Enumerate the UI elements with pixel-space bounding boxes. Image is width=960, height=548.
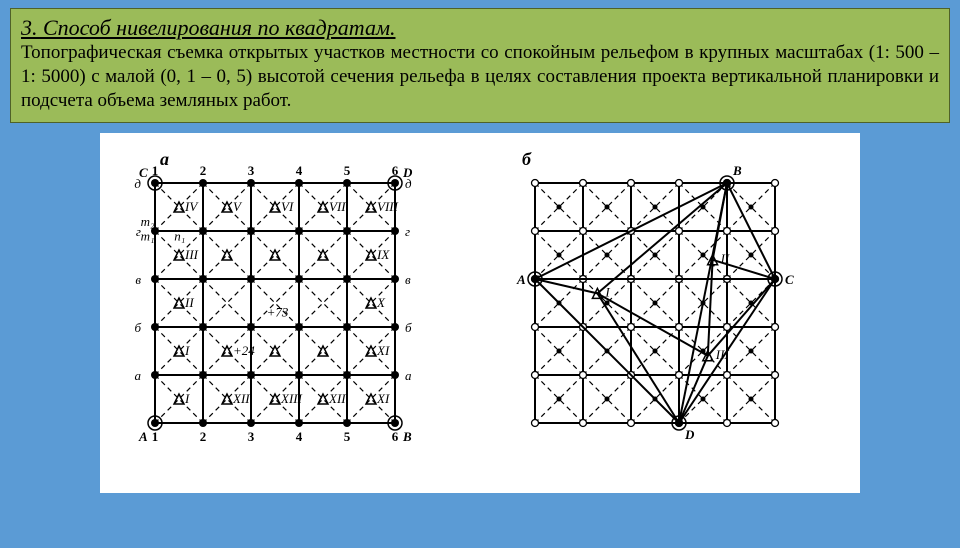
svg-text:в: в xyxy=(135,272,141,287)
svg-text:II: II xyxy=(184,295,194,310)
svg-text:6: 6 xyxy=(392,429,399,444)
svg-text:XII: XII xyxy=(328,391,346,406)
svg-text:в: в xyxy=(405,272,411,287)
svg-text:III: III xyxy=(184,247,199,262)
svg-text:4: 4 xyxy=(296,429,303,444)
svg-text:г: г xyxy=(405,224,410,239)
svg-text:5: 5 xyxy=(344,429,351,444)
svg-text:VII: VII xyxy=(329,199,346,214)
svg-text:IV: IV xyxy=(184,199,199,214)
heading-text-box: 3. Способ нивелирования по квадратам. То… xyxy=(10,8,950,123)
svg-text:C: C xyxy=(785,272,794,287)
svg-text:3: 3 xyxy=(248,429,255,444)
panel-b-label: б xyxy=(522,149,531,170)
svg-text:X: X xyxy=(376,295,386,310)
svg-text:XI: XI xyxy=(376,391,390,406)
svg-text:n₁: n₁ xyxy=(174,229,185,244)
svg-text:д: д xyxy=(134,176,141,191)
section-title: 3. Способ нивелирования по квадратам. xyxy=(21,15,939,41)
svg-text:III: III xyxy=(715,347,730,362)
svg-text:B: B xyxy=(732,163,742,178)
svg-text:V: V xyxy=(233,199,243,214)
svg-text:6: 6 xyxy=(392,163,399,178)
svg-text:m₂: m₂ xyxy=(141,214,155,229)
svg-text:A: A xyxy=(138,429,148,444)
svg-text:A: A xyxy=(516,272,526,287)
figure-container: а б CDAB123456123456дгвбадгвбаIVVVIVIIVI… xyxy=(100,133,860,493)
svg-text:5: 5 xyxy=(344,163,351,178)
svg-text:а: а xyxy=(135,368,142,383)
svg-text:IX: IX xyxy=(376,247,390,262)
svg-text:I: I xyxy=(604,285,610,300)
svg-text:VIII: VIII xyxy=(377,199,399,214)
svg-text:+24: +24 xyxy=(233,343,255,358)
svg-text:XI: XI xyxy=(376,343,390,358)
svg-text:I: I xyxy=(184,391,190,406)
svg-text:2: 2 xyxy=(200,163,207,178)
panel-a-label: а xyxy=(160,149,169,170)
svg-text:+73: +73 xyxy=(267,305,289,320)
section-body: Топографическая съемка открытых участков… xyxy=(21,41,939,112)
svg-text:XII: XII xyxy=(232,391,250,406)
diagram-b: ABCDIIIIII xyxy=(505,153,845,473)
svg-text:m₁: m₁ xyxy=(141,229,155,244)
svg-text:б: б xyxy=(405,320,412,335)
svg-text:3: 3 xyxy=(248,163,255,178)
svg-text:б: б xyxy=(134,320,141,335)
svg-text:XIII: XIII xyxy=(280,391,303,406)
svg-text:II: II xyxy=(720,251,730,266)
svg-text:1: 1 xyxy=(152,163,159,178)
svg-text:1: 1 xyxy=(152,429,159,444)
svg-text:D: D xyxy=(684,427,695,442)
svg-text:VI: VI xyxy=(281,199,294,214)
svg-text:2: 2 xyxy=(200,429,207,444)
svg-text:4: 4 xyxy=(296,163,303,178)
diagram-a: CDAB123456123456дгвбадгвбаIVVVIVIIVIIIII… xyxy=(115,153,475,473)
svg-text:д: д xyxy=(405,176,412,191)
svg-text:а: а xyxy=(405,368,412,383)
svg-text:I: I xyxy=(184,343,190,358)
svg-text:B: B xyxy=(402,429,412,444)
